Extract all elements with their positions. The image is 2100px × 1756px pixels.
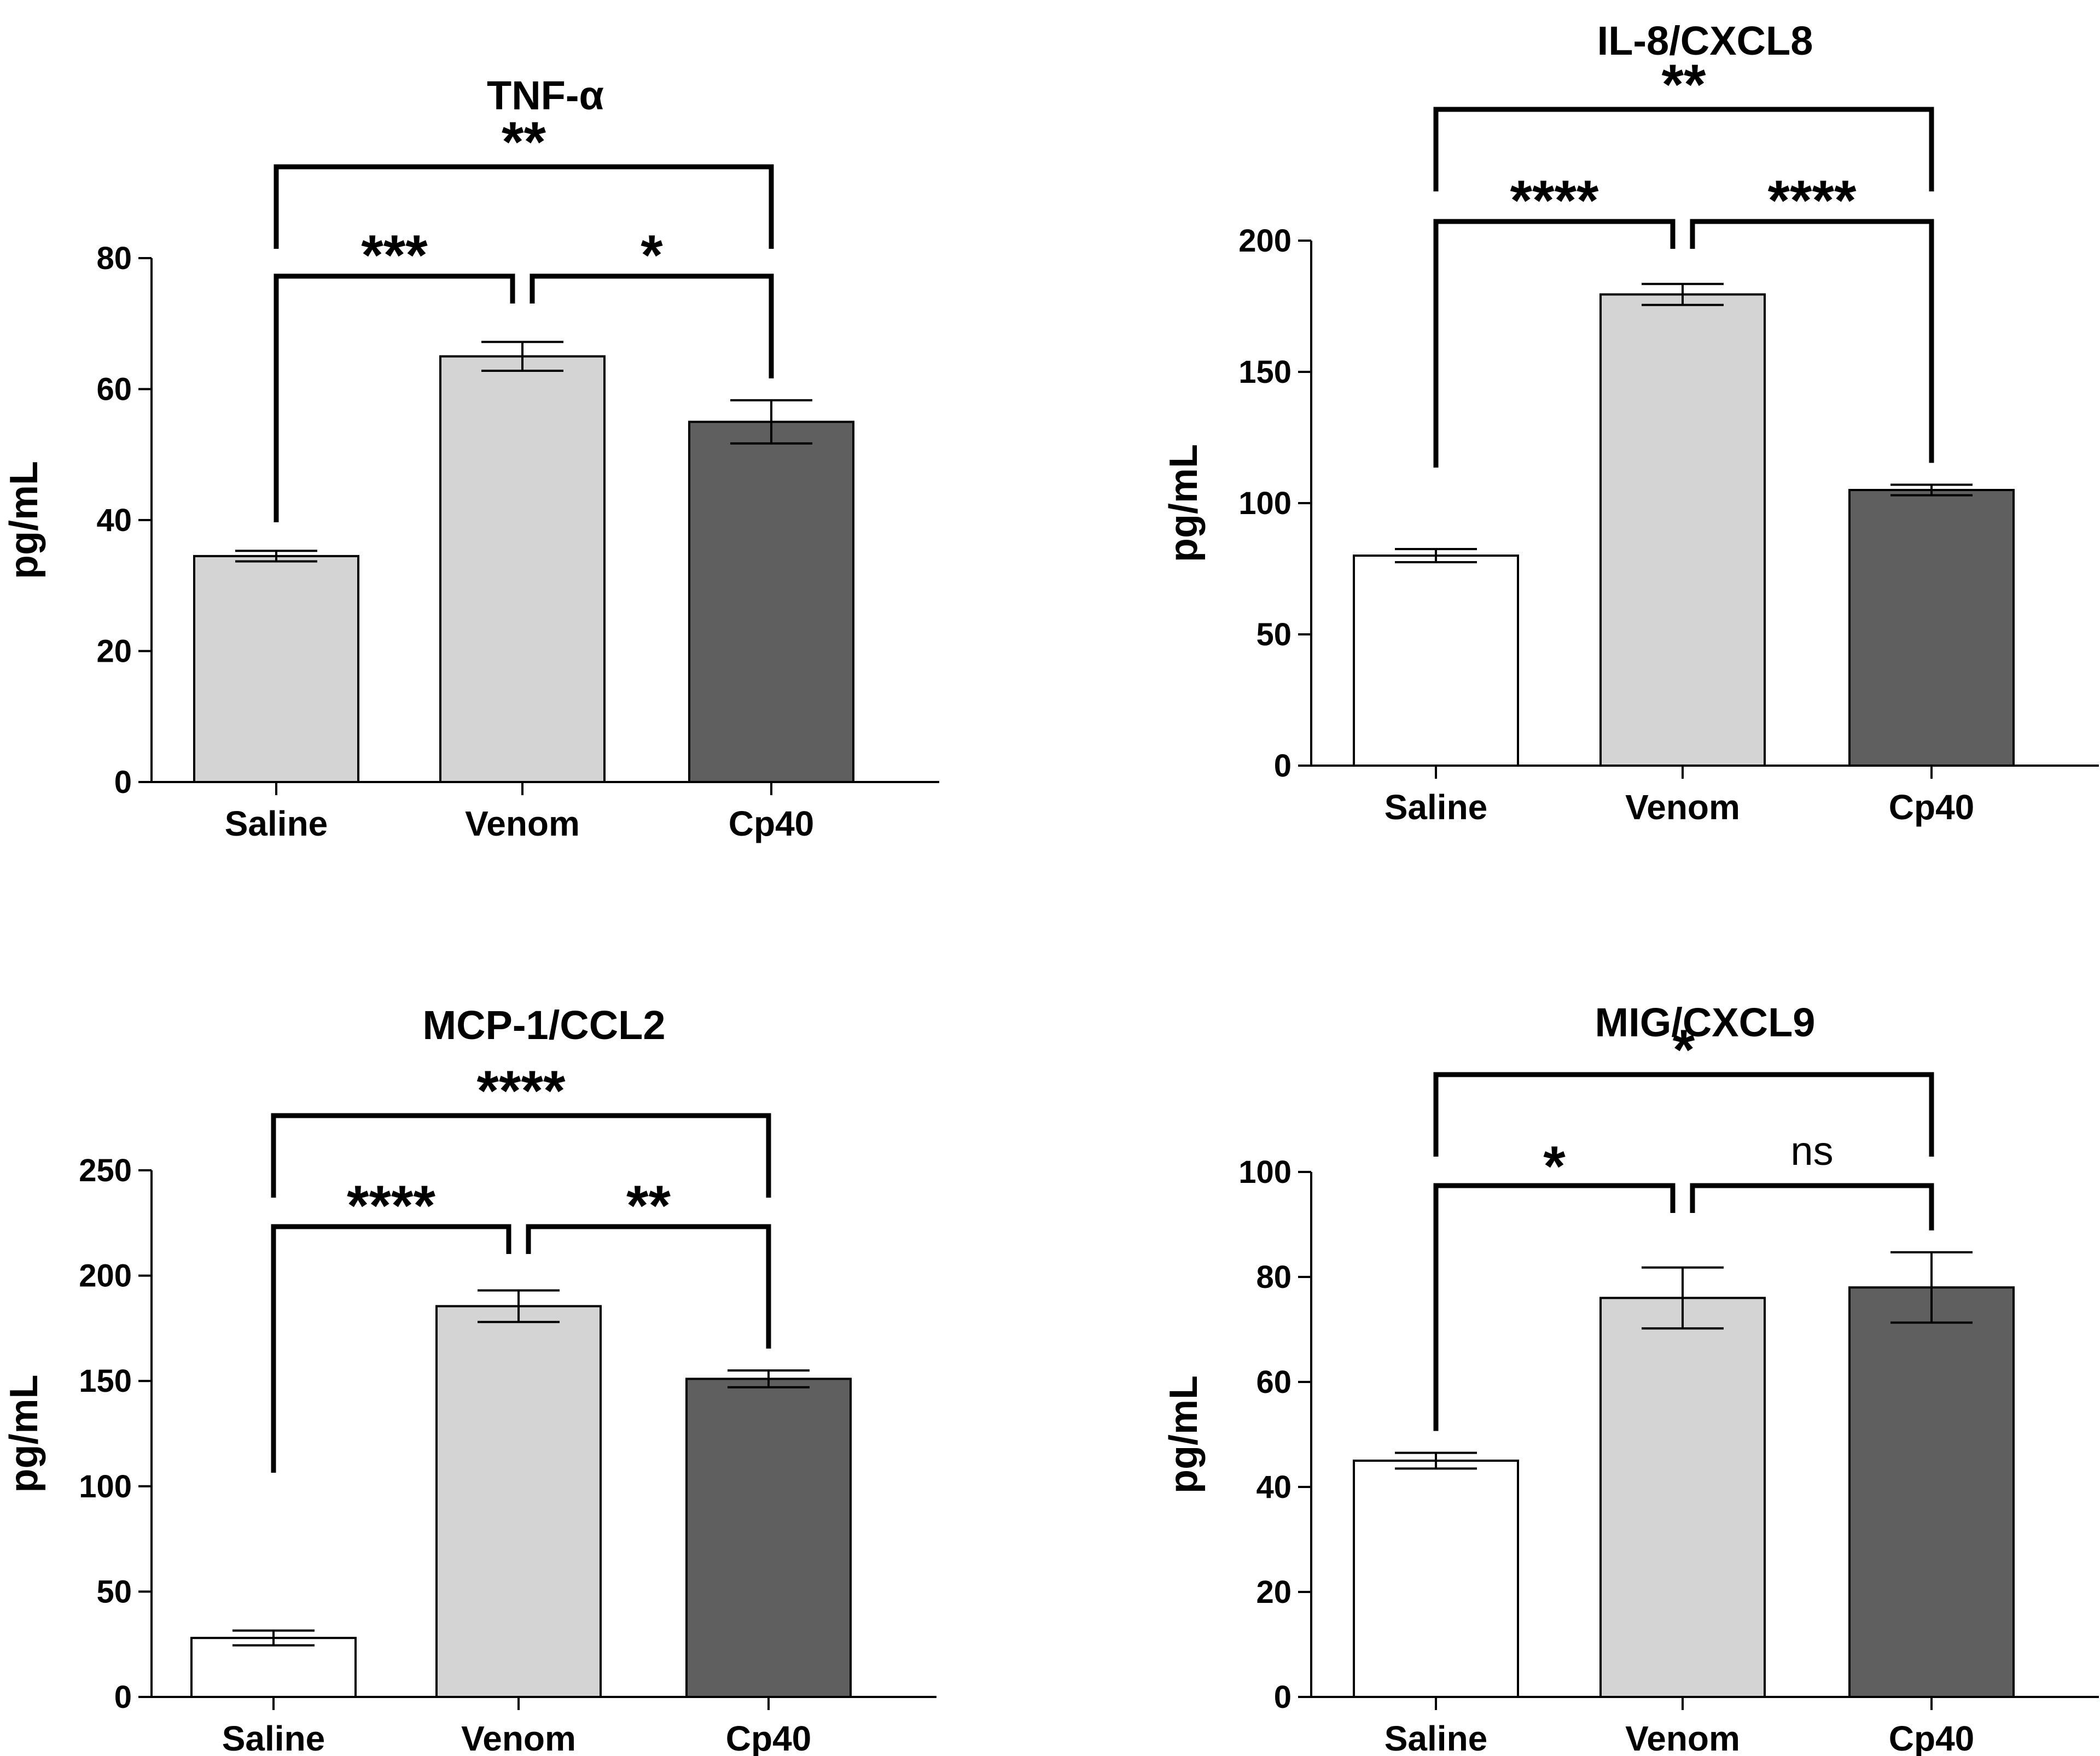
y-tick-label: 40 — [1256, 1469, 1292, 1505]
bar-venom — [1599, 1297, 1766, 1698]
significance-label: * — [1543, 1135, 1566, 1198]
significance-label: *** — [361, 224, 428, 287]
significance-label: **** — [1768, 169, 1857, 232]
y-tick-label: 20 — [1256, 1574, 1292, 1610]
y-tick-label: 100 — [1238, 1154, 1292, 1190]
chart-title: TNF-α — [487, 73, 604, 118]
y-axis-label: pg/mL — [2, 461, 46, 579]
y-tick-label: 50 — [96, 1574, 132, 1609]
y-tick-label: 150 — [1238, 354, 1292, 390]
significance-label: **** — [1510, 169, 1599, 232]
y-tick-label: 20 — [96, 634, 132, 669]
x-tick-label: Venom — [1625, 1719, 1740, 1756]
significance-bracket — [271, 1224, 511, 1473]
bar-venom — [439, 355, 606, 783]
significance-bracket — [271, 1113, 771, 1198]
y-tick-label: 60 — [1256, 1364, 1292, 1400]
bar-saline — [193, 555, 359, 783]
significance-bracket — [1690, 219, 1934, 463]
chart-panel-2: IL-8/CXCL8 pg/mL 0 50 100 150 200 Saline Venom Cp… — [1162, 18, 2099, 827]
bar-saline — [1353, 1460, 1519, 1698]
y-tick-label: 200 — [1238, 223, 1292, 259]
y-tick-label: 50 — [1256, 617, 1292, 652]
y-tick-label: 0 — [114, 765, 132, 800]
x-tick-label: Cp40 — [729, 804, 815, 843]
x-tick-label: Cp40 — [726, 1719, 812, 1756]
x-tick-label: Cp40 — [1889, 1719, 1975, 1756]
x-tick-label: Venom — [465, 804, 580, 843]
significance-bracket — [526, 1224, 771, 1349]
significance-label: * — [1673, 1018, 1695, 1082]
significance-bracket — [274, 273, 515, 522]
bar-venom — [1599, 293, 1766, 767]
chart-panel-3: MCP-1/CCL2 pg/mL 0 50 100 150 200 250 Saline Veno… — [2, 1002, 936, 1756]
significance-label: ns — [1790, 1128, 1833, 1174]
significance-bracket — [1433, 219, 1676, 468]
y-tick-label: 150 — [79, 1363, 132, 1399]
x-tick-label: Saline — [225, 804, 328, 843]
bar-venom — [435, 1305, 602, 1699]
bar-saline — [1353, 555, 1519, 767]
bar-cp40 — [1848, 1286, 2015, 1698]
x-tick-label: Cp40 — [1889, 787, 1975, 827]
bar-cp40 — [1848, 489, 2015, 767]
significance-bracket — [1433, 107, 1934, 191]
y-tick-label: 80 — [96, 241, 132, 276]
y-tick-label: 100 — [79, 1469, 132, 1504]
y-tick-label: 40 — [96, 503, 132, 538]
bar-cp40 — [688, 421, 854, 783]
significance-label: ** — [1662, 53, 1706, 116]
y-tick-label: 80 — [1256, 1259, 1292, 1295]
significance-label: **** — [477, 1059, 566, 1123]
y-axis-label: pg/mL — [2, 1375, 46, 1493]
bar-saline — [190, 1637, 357, 1699]
significance-label: ** — [502, 110, 546, 174]
x-tick-label: Saline — [1385, 1719, 1488, 1756]
chart-title: MIG/CXCL9 — [1595, 1000, 1816, 1045]
x-tick-label: Saline — [1385, 787, 1488, 827]
chart-panel-4: MIG/CXCL9 pg/mL 0 20 40 60 80 100 Saline Venom Cp4… — [1162, 1000, 2099, 1756]
significance-bracket — [530, 273, 774, 378]
x-tick-label: Venom — [1625, 787, 1740, 827]
y-axis-label: pg/mL — [1162, 1375, 1206, 1494]
y-tick-label: 200 — [79, 1258, 132, 1294]
y-tick-label: 100 — [1238, 486, 1292, 521]
chart-title: MCP-1/CCL2 — [422, 1002, 665, 1048]
y-tick-label: 0 — [1274, 748, 1292, 784]
significance-bracket — [1433, 1183, 1676, 1431]
y-tick-label: 0 — [114, 1679, 132, 1715]
significance-label: **** — [347, 1174, 435, 1238]
y-tick-label: 250 — [79, 1153, 132, 1188]
chart-title: IL-8/CXCL8 — [1597, 18, 1813, 63]
significance-label: ** — [626, 1174, 671, 1238]
x-tick-label: Venom — [461, 1719, 576, 1756]
y-tick-label: 0 — [1274, 1679, 1292, 1715]
bar-cp40 — [685, 1378, 852, 1698]
y-tick-label: 60 — [96, 372, 132, 407]
significance-bracket — [274, 164, 774, 249]
significance-label: * — [641, 224, 663, 287]
significance-bracket — [1433, 1072, 1934, 1157]
x-tick-label: Saline — [222, 1719, 325, 1756]
y-axis-label: pg/mL — [1162, 444, 1206, 562]
significance-bracket — [1690, 1183, 1934, 1230]
